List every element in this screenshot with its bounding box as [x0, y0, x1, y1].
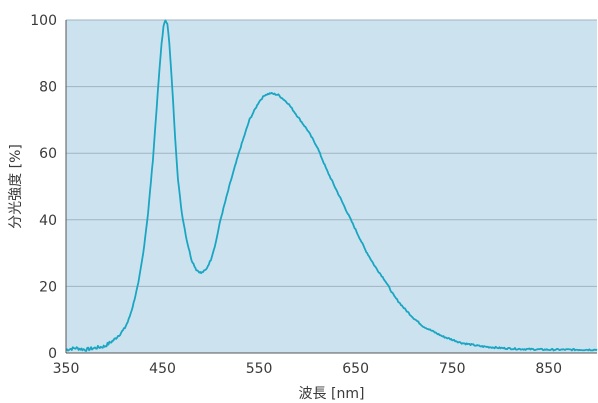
gridlines — [66, 19, 597, 287]
x-tick-label: 750 — [439, 361, 466, 377]
x-axis-title: 波長 [nm] — [299, 386, 365, 402]
y-tick-label: 20 — [39, 279, 57, 295]
x-tick-labels: 350 450 550 650 750 850 — [53, 361, 562, 377]
y-tick-label: 40 — [39, 213, 57, 229]
x-tick-label: 550 — [246, 361, 273, 377]
y-tick-label: 100 — [30, 13, 57, 29]
x-tick-label: 450 — [149, 361, 176, 377]
y-tick-label: 60 — [39, 146, 57, 162]
y-tick-labels: 0 20 40 60 80 100 — [30, 13, 57, 362]
y-axis-title: 分光強度 [%] — [8, 144, 24, 229]
x-tick-label: 350 — [53, 361, 80, 377]
plot-area — [66, 20, 597, 353]
y-tick-label: 80 — [39, 80, 57, 96]
spectrum-line — [65, 19, 598, 352]
y-tick-label: 0 — [48, 346, 57, 362]
x-tick-label: 650 — [342, 361, 369, 377]
x-tick-label: 850 — [535, 361, 562, 377]
